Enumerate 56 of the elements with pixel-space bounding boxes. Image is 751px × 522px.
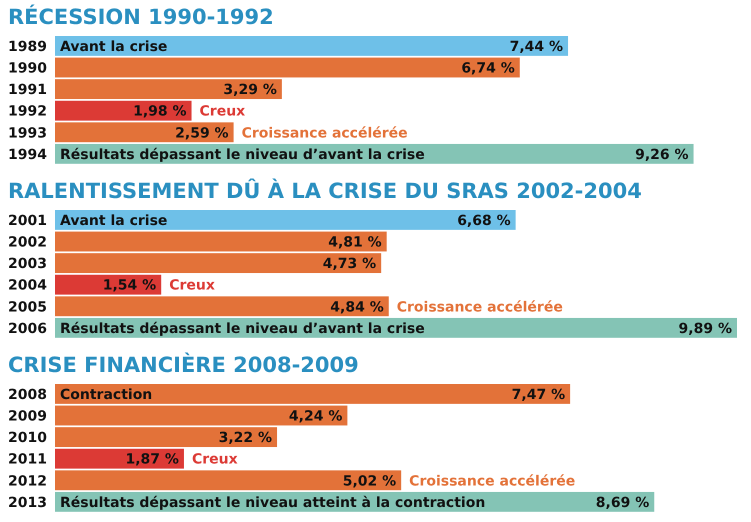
data-label: 1,98 %	[133, 104, 187, 120]
bar	[55, 210, 516, 230]
y-tick-label: 2010	[8, 430, 48, 446]
bar	[55, 296, 389, 316]
y-tick-label: 1993	[8, 125, 47, 142]
annotation: Creux	[200, 104, 246, 120]
y-tick-label: 2004	[8, 278, 48, 294]
data-label: 4,73 %	[322, 256, 376, 272]
bar	[55, 36, 568, 56]
annotation: Résultats dépassant le niveau d’avant la crise	[60, 320, 425, 337]
annotation: Avant la crise	[60, 212, 168, 229]
y-tick-label: 2002	[8, 234, 47, 251]
y-tick-label: 2005	[8, 299, 47, 316]
data-label: 8,69 %	[596, 494, 650, 511]
bar	[55, 122, 234, 142]
annotation: Croissance accélérée	[242, 125, 408, 142]
data-label: 3,29 %	[223, 82, 277, 98]
y-tick-label: 1989	[8, 38, 47, 55]
annotation: Contraction	[60, 386, 152, 403]
y-tick-label: 2011	[8, 452, 47, 468]
data-label: 1,87 %	[126, 452, 179, 468]
data-label: 2,59 %	[175, 125, 229, 142]
data-label: 7,44 %	[510, 38, 564, 55]
bar	[55, 470, 402, 490]
annotation: Creux	[192, 452, 238, 468]
y-tick-label: 2006	[8, 320, 47, 337]
data-label: 1,54 %	[102, 278, 156, 294]
chart-title: RÉCESSION 1990-1992	[8, 4, 274, 29]
annotation: Croissance accélérée	[409, 473, 576, 490]
data-label: 5,02 %	[342, 473, 396, 490]
data-label: 7,47 %	[512, 386, 566, 403]
y-tick-label: 1990	[8, 60, 48, 77]
y-tick-label: 2003	[8, 256, 47, 272]
data-label: 6,68 %	[457, 212, 511, 229]
y-tick-label: 2008	[8, 386, 47, 403]
data-label: 4,81 %	[328, 234, 382, 251]
y-tick-label: 2009	[8, 408, 47, 425]
annotation: Avant la crise	[60, 38, 168, 55]
annotation: Résultats dépassant le niveau atteint à la contraction	[60, 494, 486, 511]
annotation: Croissance accélérée	[396, 299, 563, 316]
data-label: 9,89 %	[678, 320, 732, 337]
data-label: 4,24 %	[288, 408, 342, 425]
y-tick-label: 1991	[8, 82, 47, 98]
y-tick-label: 1994	[8, 146, 48, 163]
chart-title: CRISE FINANCIÈRE 2008-2009	[8, 352, 359, 377]
annotation: Résultats dépassant le niveau d’avant la crise	[60, 146, 425, 163]
chart-title: RALENTISSEMENT DÛ À LA CRISE DU SRAS 2002-2004	[8, 178, 642, 203]
y-tick-label: 2012	[8, 473, 47, 490]
data-label: 9,26 %	[635, 146, 689, 163]
y-tick-label: 2001	[8, 212, 47, 229]
data-label: 6,74 %	[461, 60, 515, 77]
y-tick-label: 2013	[8, 494, 47, 511]
annotation: Creux	[169, 278, 215, 294]
data-label: 3,22 %	[218, 430, 272, 446]
data-label: 4,84 %	[330, 299, 384, 316]
y-tick-label: 1992	[8, 104, 47, 120]
